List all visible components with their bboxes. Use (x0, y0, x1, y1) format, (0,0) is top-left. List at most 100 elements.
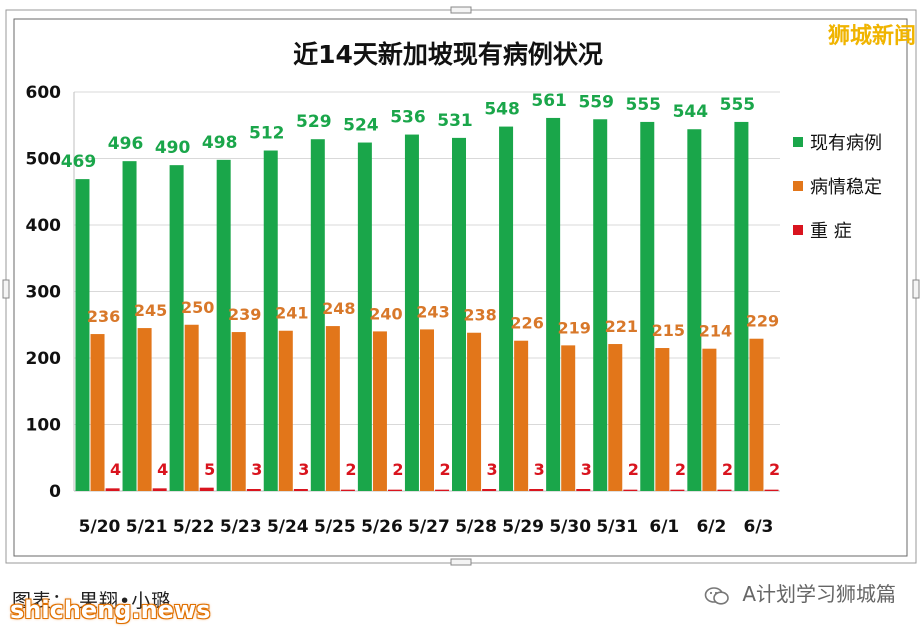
bar-current (687, 129, 702, 492)
resize-handle-top[interactable] (450, 6, 472, 14)
bar-stable (184, 324, 199, 491)
y-tick-label: 0 (49, 482, 61, 502)
bar-current (546, 117, 561, 491)
bar-stable (325, 326, 340, 491)
x-tick-label: 5/25 (314, 517, 356, 537)
x-tick-label: 5/30 (549, 517, 591, 537)
bar-current (452, 137, 467, 491)
data-label-critical: 3 (487, 460, 498, 479)
wechat-icon (704, 586, 729, 605)
bar-critical (670, 489, 685, 491)
bar-critical (293, 489, 308, 491)
legend-swatch (793, 225, 803, 235)
bar-critical (246, 489, 261, 491)
x-tick-label: 5/28 (455, 517, 497, 537)
x-tick-label: 5/31 (596, 517, 638, 537)
x-tick-label: 5/26 (361, 517, 403, 537)
data-label-stable: 238 (463, 306, 496, 325)
chart-credit: 图表： 果翔•小璐 (12, 590, 172, 612)
data-label-current: 469 (61, 152, 97, 172)
data-label-critical: 2 (628, 460, 639, 479)
x-tick-label: 6/2 (696, 517, 726, 537)
data-label-critical: 2 (722, 460, 733, 479)
data-label-critical: 3 (581, 460, 592, 479)
data-label-stable: 243 (416, 302, 449, 321)
legend-label: 病情稳定 (810, 177, 882, 198)
y-axis: 0 100 200 300 400 500 600 (26, 83, 62, 502)
data-label-stable: 226 (510, 314, 543, 333)
legend-label: 现有病例 (810, 133, 882, 154)
bar-critical (482, 489, 497, 491)
bar-stable (561, 345, 576, 491)
watermark-bottom: shicheng.news (10, 596, 211, 624)
bar-stable (137, 328, 152, 491)
x-tick-label: 5/24 (267, 517, 309, 537)
data-label-current: 548 (484, 100, 520, 120)
data-label-current: 555 (626, 95, 662, 115)
y-tick-label: 200 (26, 349, 62, 369)
legend-swatch (793, 137, 803, 147)
data-label-current: 536 (390, 108, 426, 128)
bar-current (310, 139, 325, 491)
bar-stable (608, 344, 623, 491)
chart-title: 近14天新加坡现有病例状况 (293, 40, 603, 69)
bar-critical (529, 489, 544, 491)
bar-critical (576, 489, 591, 491)
data-label-stable: 240 (369, 304, 402, 323)
x-tick-label: 6/1 (649, 517, 679, 537)
data-label-current: 544 (673, 102, 709, 122)
data-label-critical: 4 (110, 460, 121, 479)
bar-critical (623, 489, 638, 491)
bar-critical (717, 489, 732, 491)
bar-stable (467, 332, 482, 491)
resize-handle-left[interactable] (2, 279, 10, 299)
y-tick-label: 600 (26, 83, 62, 103)
bar-stable (514, 340, 529, 491)
legend-swatch (793, 181, 803, 191)
data-label-critical: 3 (251, 460, 262, 479)
bar-current (263, 150, 278, 491)
watermark-top: 狮城新闻 (827, 24, 916, 49)
account-name: A计划学习狮城篇 (742, 582, 896, 606)
y-tick-label: 500 (26, 150, 62, 170)
data-label-critical: 2 (675, 460, 686, 479)
data-label-critical: 3 (534, 460, 545, 479)
bar-stable (278, 330, 293, 491)
data-label-critical: 2 (345, 460, 356, 479)
resize-handle-bottom[interactable] (450, 558, 472, 566)
legend-label: 重 症 (810, 221, 852, 242)
x-tick-label: 5/27 (408, 517, 450, 537)
bar-stable (90, 334, 105, 491)
bar-current (499, 126, 514, 491)
y-tick-label: 300 (26, 283, 62, 303)
bar-critical (435, 489, 450, 491)
bar-critical (199, 487, 214, 491)
bar-current (734, 121, 749, 492)
resize-handle-right[interactable] (912, 279, 920, 299)
bar-current (404, 134, 419, 491)
data-label-current: 529 (296, 112, 332, 132)
data-label-current: 490 (155, 138, 191, 158)
bar-stable (655, 348, 670, 491)
data-label-current: 559 (578, 92, 614, 112)
bar-critical (105, 488, 120, 491)
bar-stable (749, 338, 764, 491)
data-label-current: 498 (202, 133, 238, 153)
data-label-stable: 241 (275, 304, 308, 323)
data-label-critical: 5 (204, 460, 215, 479)
data-label-stable: 229 (746, 312, 779, 331)
data-label-current: 524 (343, 116, 379, 136)
y-tick-label: 400 (26, 216, 62, 236)
x-axis: 5/20 5/21 5/22 5/23 5/24 5/25 5/26 5/27 5/28 5/29… (79, 517, 774, 537)
resize-handles[interactable] (2, 6, 920, 566)
bar-current (169, 165, 184, 491)
data-label-current: 531 (437, 111, 473, 131)
data-label-critical: 4 (157, 460, 168, 479)
bar-critical (764, 489, 779, 491)
data-label-current: 512 (249, 124, 285, 144)
bar-stable (702, 348, 717, 491)
bar-current (75, 179, 90, 492)
data-label-critical: 3 (298, 460, 309, 479)
